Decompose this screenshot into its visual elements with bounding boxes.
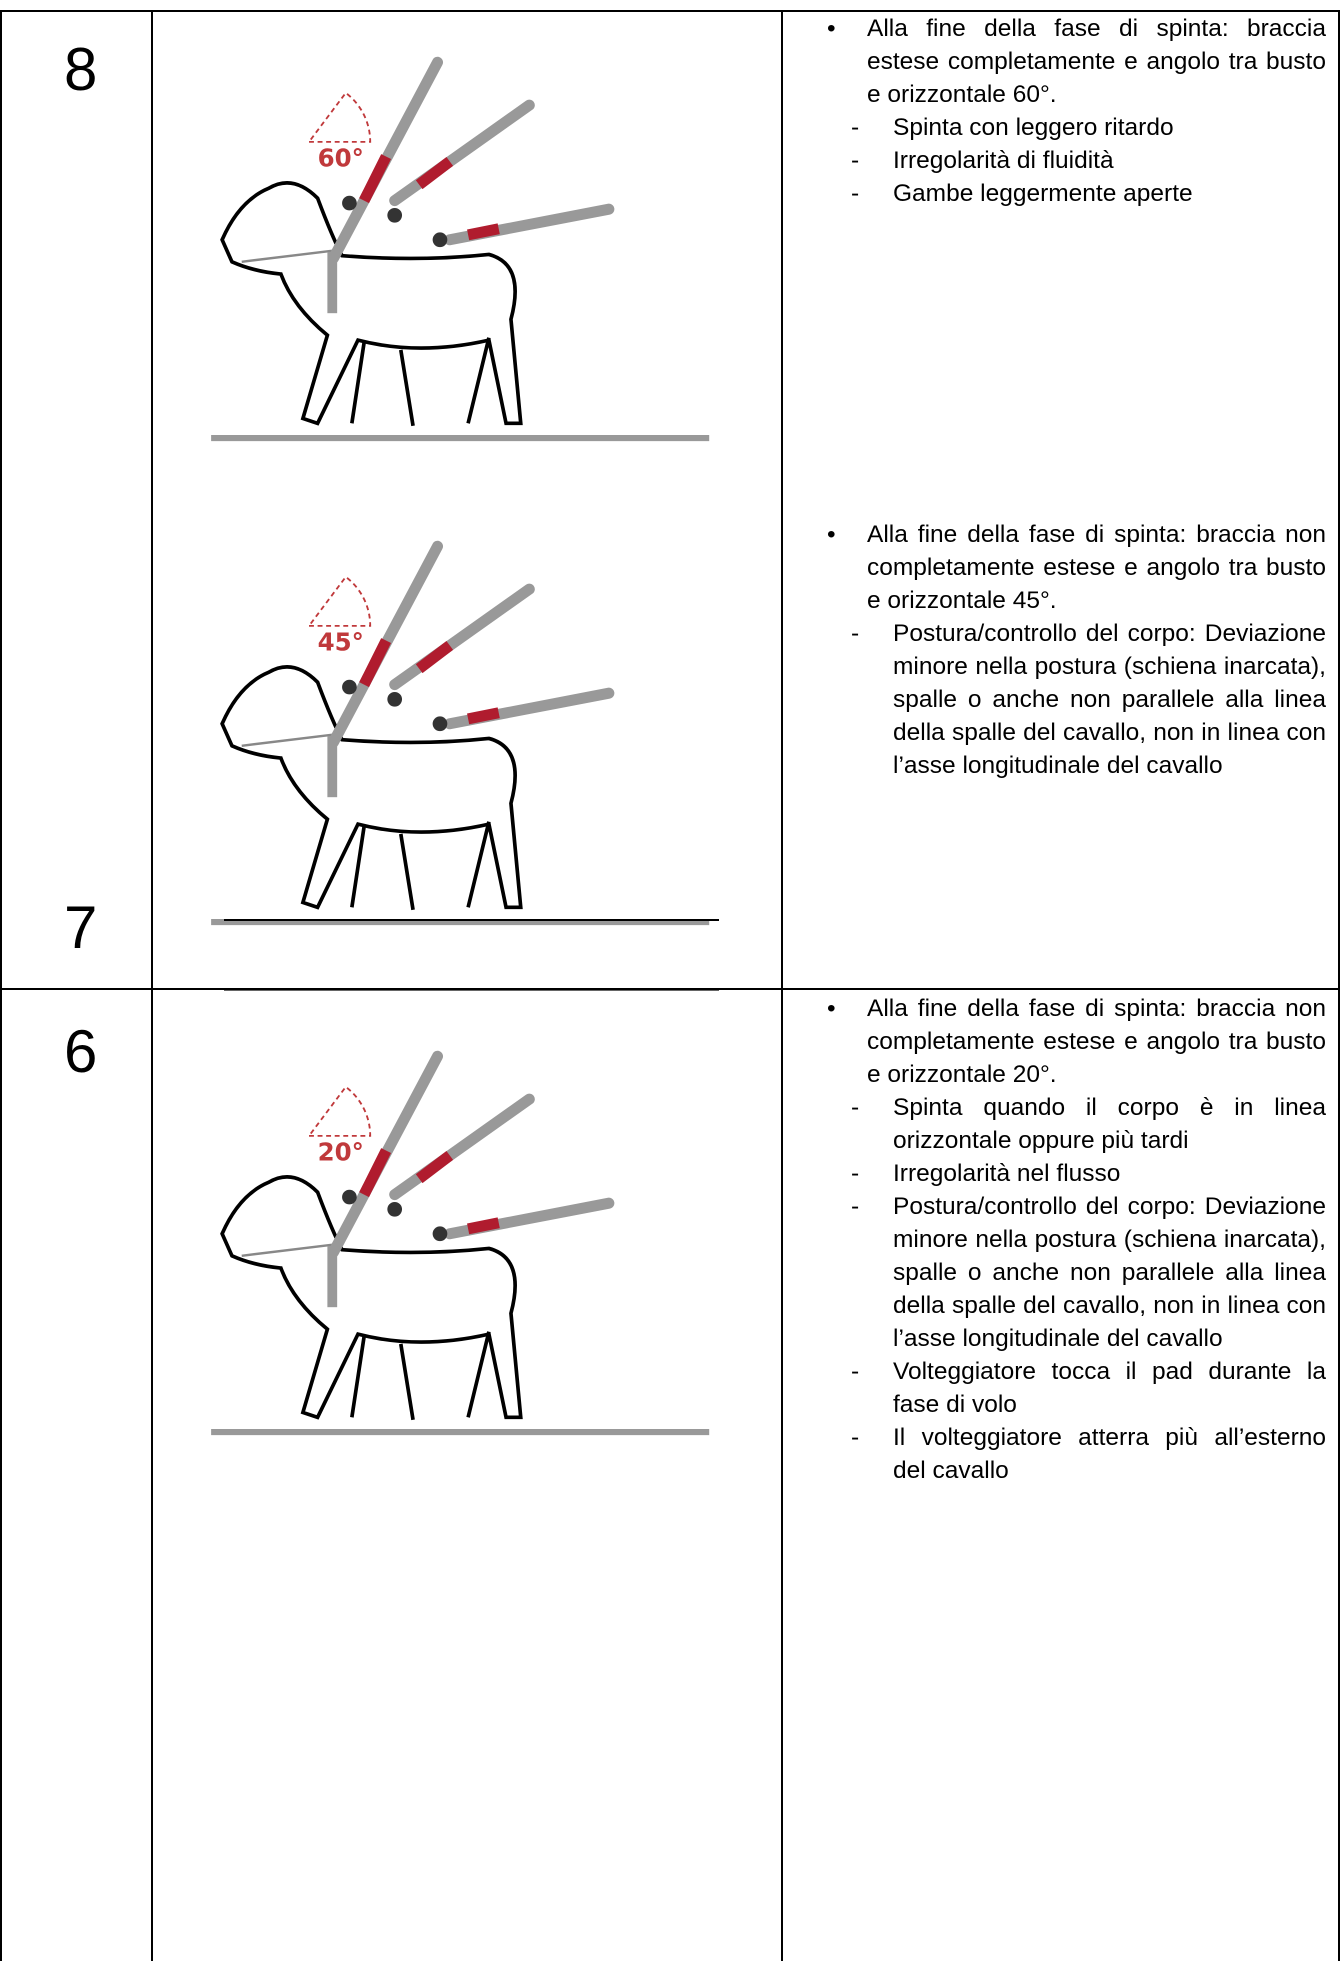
drawing-part bbox=[327, 252, 338, 314]
bullet-item: Alla fine della fase di spinta: braccia … bbox=[827, 12, 1326, 111]
drawing-part bbox=[342, 1189, 357, 1205]
drawing-part bbox=[359, 1148, 392, 1198]
drawing-part bbox=[432, 1226, 448, 1242]
drawing-part bbox=[307, 91, 372, 143]
drawing-part bbox=[241, 248, 343, 264]
table-border bbox=[1338, 10, 1340, 1961]
table-border bbox=[0, 10, 1340, 12]
drawing-part bbox=[327, 736, 338, 798]
drawing-part bbox=[220, 181, 523, 426]
dash-item: Il volteggiatore atterra più all’esterno… bbox=[827, 1421, 1326, 1487]
column-divider bbox=[151, 10, 153, 1961]
drawing-part bbox=[241, 1242, 343, 1258]
horse-figure: 60° bbox=[205, 56, 719, 448]
drawing-part bbox=[387, 207, 403, 223]
drawing-part bbox=[415, 641, 454, 674]
score: 7 bbox=[64, 894, 98, 961]
angle-label: 60° bbox=[318, 143, 364, 172]
dash-item: Volteggiatore tocca il pad durante la fa… bbox=[827, 1355, 1326, 1421]
dash-item: Spinta quando il corpo è in linea orizzo… bbox=[827, 1091, 1326, 1157]
drawing-part bbox=[415, 157, 454, 190]
bullet-item: Alla fine della fase di spinta: braccia … bbox=[827, 518, 1326, 617]
drawing-part bbox=[220, 665, 523, 910]
criteria-block: Alla fine della fase di spinta: braccia … bbox=[827, 12, 1326, 210]
drawing-part bbox=[389, 99, 535, 207]
drawing-part bbox=[389, 1093, 535, 1201]
dash-item: Spinta con leggero ritardo bbox=[827, 111, 1326, 144]
drawing-part bbox=[467, 707, 500, 725]
drawing-part bbox=[467, 1217, 500, 1235]
drawing-part bbox=[327, 1246, 338, 1308]
drawing-part bbox=[432, 716, 448, 732]
dash-item: Postura/controllo del corpo: Deviazione … bbox=[827, 1190, 1326, 1355]
drawing-part bbox=[350, 337, 491, 427]
drawing-part bbox=[350, 1331, 491, 1421]
table-border bbox=[0, 10, 2, 1961]
drawing-part bbox=[389, 583, 535, 691]
drawing-part bbox=[342, 679, 357, 695]
drawing-part bbox=[359, 154, 392, 204]
criteria-block: Alla fine della fase di spinta: braccia … bbox=[827, 992, 1326, 1487]
drawing-part bbox=[387, 691, 403, 707]
drawing-part bbox=[467, 223, 500, 241]
drawing-part bbox=[342, 195, 357, 211]
dash-item: Irregolarità nel flusso bbox=[827, 1157, 1326, 1190]
drawing-part bbox=[241, 732, 343, 748]
dash-item: Gambe leggermente aperte bbox=[827, 177, 1326, 210]
drawing-part bbox=[387, 1201, 403, 1217]
drawing-part bbox=[359, 638, 392, 688]
horse-drawing: 45° bbox=[211, 540, 710, 926]
score: 8 bbox=[64, 36, 98, 103]
drawing-part bbox=[350, 821, 491, 911]
figure-rule bbox=[224, 990, 719, 991]
row-divider bbox=[0, 988, 1340, 990]
score: 6 bbox=[64, 1018, 98, 1085]
drawing-part bbox=[432, 232, 448, 248]
bullet-item: Alla fine della fase di spinta: braccia … bbox=[827, 992, 1326, 1091]
dash-item: Irregolarità di fluidità bbox=[827, 144, 1326, 177]
criteria-block: Alla fine della fase di spinta: braccia … bbox=[827, 518, 1326, 782]
drawing-part bbox=[220, 1175, 523, 1420]
column-divider bbox=[781, 10, 783, 1961]
horse-figure: 20° bbox=[205, 1050, 719, 1442]
angle-label: 20° bbox=[318, 1137, 364, 1166]
horse-drawing: 60° bbox=[211, 56, 710, 442]
drawing-part bbox=[415, 1151, 454, 1184]
horse-drawing: 20° bbox=[211, 1050, 710, 1436]
angle-label: 45° bbox=[318, 627, 364, 656]
figure-rule bbox=[224, 919, 719, 921]
horse-figure: 45° bbox=[205, 540, 719, 932]
dash-item: Postura/controllo del corpo: Deviazione … bbox=[827, 617, 1326, 782]
drawing-part bbox=[307, 1085, 372, 1137]
drawing-part bbox=[307, 575, 372, 627]
